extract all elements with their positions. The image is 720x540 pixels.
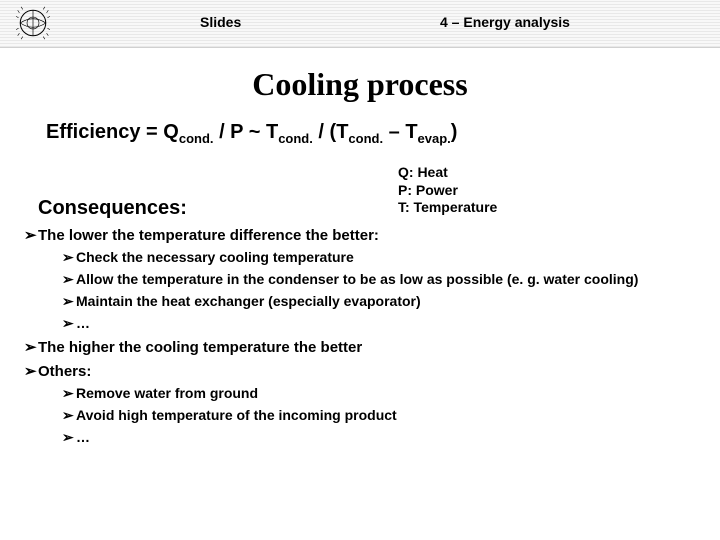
bullet-level2: ➢… (62, 429, 720, 446)
formula-sub: cond. (348, 131, 383, 146)
unido-logo-icon (16, 6, 50, 40)
bullet-text: … (76, 429, 90, 445)
header-center-label: Slides (200, 14, 241, 30)
header-band: Slides 4 – Energy analysis (0, 0, 720, 48)
mid-row: Q: Heat P: Power T: Temperature Conseque… (0, 164, 720, 220)
arrow-icon: ➢ (62, 315, 76, 332)
legend-line: T: Temperature (398, 199, 497, 217)
arrow-icon: ➢ (62, 407, 76, 424)
legend-block: Q: Heat P: Power T: Temperature (398, 164, 497, 217)
bullet-text: Others: (38, 363, 91, 380)
formula-sub: evap. (418, 131, 451, 146)
formula-text: – T (383, 121, 417, 143)
page-title: Cooling process (0, 66, 720, 103)
bullet-level2: ➢… (62, 315, 720, 332)
bullet-list: ➢The lower the temperature difference th… (0, 226, 720, 446)
bullet-text: Avoid high temperature of the incoming p… (76, 407, 397, 423)
efficiency-formula: Efficiency = Qcond. / P ~ Tcond. / (Tcon… (46, 121, 720, 146)
arrow-icon: ➢ (62, 429, 76, 446)
bullet-text: … (76, 315, 90, 331)
arrow-icon: ➢ (62, 271, 76, 288)
bullet-level2: ➢Allow the temperature in the condenser … (62, 271, 720, 288)
arrow-icon: ➢ (62, 385, 76, 402)
bullet-text: The lower the temperature difference the… (38, 227, 379, 244)
bullet-text: Allow the temperature in the condenser t… (76, 271, 638, 287)
legend-line: P: Power (398, 182, 497, 200)
bullet-level1: ➢The lower the temperature difference th… (24, 226, 720, 244)
bullet-level2: ➢Maintain the heat exchanger (especially… (62, 293, 720, 310)
formula-sub: cond. (278, 131, 313, 146)
arrow-icon: ➢ (24, 338, 38, 356)
formula-text: Efficiency = Q (46, 121, 179, 143)
bullet-text: Maintain the heat exchanger (especially … (76, 293, 421, 309)
arrow-icon: ➢ (24, 362, 38, 380)
legend-line: Q: Heat (398, 164, 497, 182)
arrow-icon: ➢ (62, 249, 76, 266)
bullet-level2: ➢Remove water from ground (62, 385, 720, 402)
bullet-text: Remove water from ground (76, 385, 258, 401)
header-right-label: 4 – Energy analysis (440, 14, 570, 30)
bullet-level2: ➢Check the necessary cooling temperature (62, 249, 720, 266)
arrow-icon: ➢ (24, 226, 38, 244)
bullet-text: The higher the cooling temperature the b… (38, 339, 362, 356)
consequences-heading: Consequences: (38, 197, 187, 220)
formula-text: ) (451, 121, 458, 143)
formula-sub: cond. (179, 131, 214, 146)
bullet-level1: ➢The higher the cooling temperature the … (24, 338, 720, 356)
bullet-level1: ➢Others: (24, 362, 720, 380)
formula-text: / (T (313, 121, 349, 143)
bullet-level2: ➢Avoid high temperature of the incoming … (62, 407, 720, 424)
formula-text: / P ~ T (214, 121, 279, 143)
bullet-text: Check the necessary cooling temperature (76, 249, 354, 265)
arrow-icon: ➢ (62, 293, 76, 310)
